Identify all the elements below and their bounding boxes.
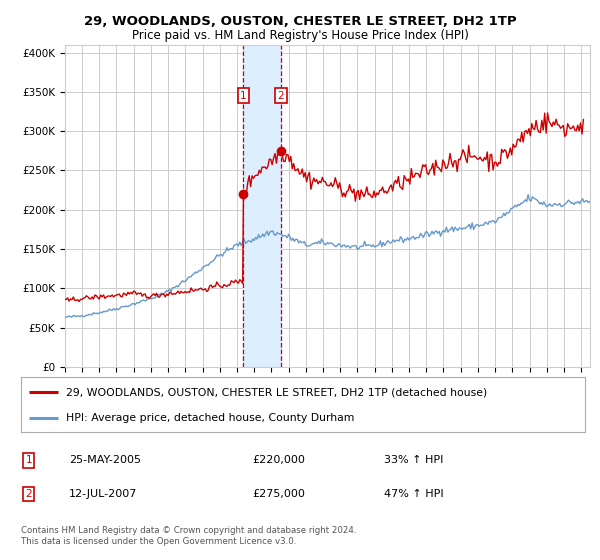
Text: HPI: Average price, detached house, County Durham: HPI: Average price, detached house, Coun… [66, 413, 355, 422]
Text: Contains HM Land Registry data © Crown copyright and database right 2024.
This d: Contains HM Land Registry data © Crown c… [21, 526, 356, 546]
Text: 25-MAY-2005: 25-MAY-2005 [69, 455, 141, 465]
Text: 2: 2 [25, 489, 32, 499]
Text: Price paid vs. HM Land Registry's House Price Index (HPI): Price paid vs. HM Land Registry's House … [131, 29, 469, 42]
Text: 29, WOODLANDS, OUSTON, CHESTER LE STREET, DH2 1TP: 29, WOODLANDS, OUSTON, CHESTER LE STREET… [83, 15, 517, 27]
Text: 33% ↑ HPI: 33% ↑ HPI [384, 455, 443, 465]
Text: 29, WOODLANDS, OUSTON, CHESTER LE STREET, DH2 1TP (detached house): 29, WOODLANDS, OUSTON, CHESTER LE STREET… [66, 388, 487, 397]
Text: £275,000: £275,000 [252, 489, 305, 499]
Text: 12-JUL-2007: 12-JUL-2007 [69, 489, 137, 499]
Bar [244, 45, 281, 367]
Text: 47% ↑ HPI: 47% ↑ HPI [384, 489, 443, 499]
Text: 1: 1 [240, 91, 247, 101]
Text: 2: 2 [277, 91, 284, 101]
Text: £220,000: £220,000 [252, 455, 305, 465]
Text: 1: 1 [25, 455, 32, 465]
